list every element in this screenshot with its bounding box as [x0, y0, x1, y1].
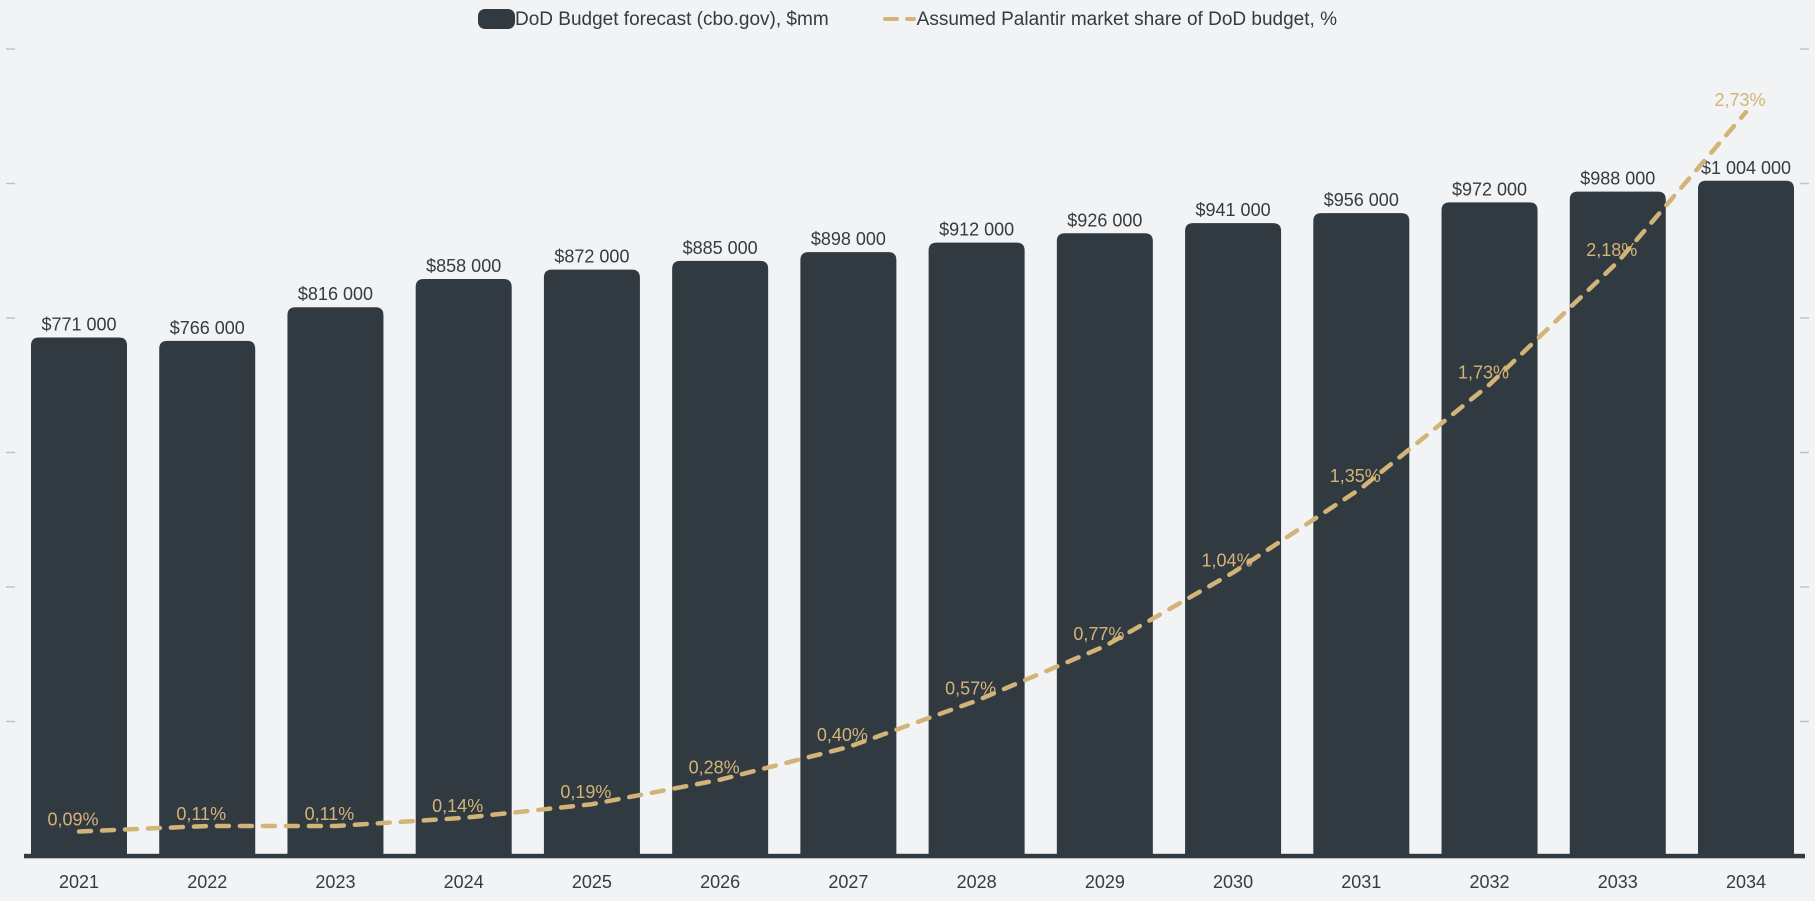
line-value-label: 0,19% [560, 782, 611, 802]
bar-value-label: $912 000 [939, 220, 1014, 240]
bar-value-label: $816 000 [298, 284, 373, 304]
x-axis-label-2023: 2023 [315, 872, 355, 892]
bar-value-label: $926 000 [1067, 210, 1142, 230]
line-value-label: 0,11% [305, 804, 355, 824]
line-value-label: 1,73% [1458, 363, 1509, 383]
x-axis-label-2027: 2027 [828, 872, 868, 892]
chart-legend: DoD Budget forecast (cbo.gov), $mm Assum… [0, 9, 1815, 29]
x-axis-label-2021: 2021 [59, 872, 99, 892]
bar-2023[interactable] [287, 307, 384, 856]
line-value-label: 1,35% [1330, 466, 1381, 486]
bar-value-label: $858 000 [426, 256, 501, 276]
x-axis-label-2025: 2025 [572, 872, 612, 892]
bar-value-label: $1 004 000 [1701, 158, 1791, 178]
y-axis-tick-left [6, 48, 15, 50]
y-axis-tick-left [6, 182, 15, 185]
y-axis-tick-left [6, 317, 15, 319]
bar-value-label: $898 000 [811, 229, 886, 249]
x-axis-label-2031: 2031 [1341, 872, 1381, 892]
y-axis-tick-right [1800, 451, 1809, 454]
y-axis-tick-left [6, 720, 15, 723]
legend-label-line: Assumed Palantir market share of DoD bud… [916, 8, 1337, 30]
x-axis-label-2030: 2030 [1213, 872, 1253, 892]
line-value-label: 0,28% [689, 758, 740, 778]
bar-2032[interactable] [1441, 202, 1538, 856]
line-value-label: 1,04% [1202, 551, 1253, 571]
x-axis-label-2029: 2029 [1085, 872, 1125, 892]
legend-label-bars: DoD Budget forecast (cbo.gov), $mm [515, 8, 829, 30]
x-axis-label-2028: 2028 [957, 872, 997, 892]
bar-2025[interactable] [543, 269, 640, 857]
bar-2033[interactable] [1569, 191, 1666, 856]
bar-2022[interactable] [159, 340, 256, 856]
bar-value-label: $956 000 [1324, 190, 1399, 210]
bar-value-label: $771 000 [41, 315, 116, 335]
bar-2026[interactable] [672, 260, 769, 856]
line-value-label: 0,14% [432, 796, 483, 816]
x-axis-label-2022: 2022 [187, 872, 227, 892]
legend-item-line[interactable]: Assumed Palantir market share of DoD bud… [882, 8, 1337, 30]
x-axis-line [24, 853, 1805, 859]
bar-value-label: $885 000 [683, 238, 758, 258]
y-axis-tick-left [6, 451, 15, 454]
bar-2021[interactable] [31, 337, 127, 856]
dashed-line-swatch-icon [882, 16, 916, 22]
bar-series-swatch-icon [478, 9, 516, 29]
y-axis-tick-right [1800, 48, 1809, 50]
line-value-label: 0,40% [817, 725, 868, 745]
bar-2027[interactable] [800, 252, 897, 857]
line-value-label: 0,77% [1073, 624, 1124, 644]
bar-2028[interactable] [928, 242, 1025, 856]
bar-2024[interactable] [415, 278, 512, 856]
bar-value-label: $766 000 [170, 318, 245, 338]
line-value-label: 2,73% [1714, 90, 1765, 110]
bar-value-label: $972 000 [1452, 179, 1527, 199]
line-value-label: 0,11% [176, 804, 226, 824]
y-axis-tick-left [6, 586, 15, 588]
bar-value-label: $988 000 [1580, 169, 1655, 189]
line-value-label: 0,57% [945, 679, 996, 699]
bar-2031[interactable] [1313, 213, 1410, 857]
bar-2030[interactable] [1185, 223, 1282, 857]
x-axis-label-2033: 2033 [1598, 872, 1638, 892]
x-axis-label-2024: 2024 [444, 872, 484, 892]
x-axis-label-2026: 2026 [700, 872, 740, 892]
bar-value-label: $941 000 [1196, 200, 1271, 220]
line-value-label: 0,09% [47, 809, 98, 829]
y-axis-tick-right [1800, 720, 1809, 723]
x-axis-label-2034: 2034 [1726, 872, 1766, 892]
bar-value-label: $872 000 [554, 247, 629, 267]
y-axis-tick-right [1800, 586, 1809, 588]
market-share-line [76, 109, 1749, 834]
legend-item-bars[interactable]: DoD Budget forecast (cbo.gov), $mm [478, 9, 829, 29]
y-axis-tick-right [1800, 317, 1809, 319]
bar-2029[interactable] [1056, 233, 1153, 856]
line-value-label: 2,18% [1586, 240, 1637, 260]
x-axis-label-2032: 2032 [1470, 872, 1510, 892]
bar-2034[interactable] [1697, 180, 1794, 856]
y-axis-tick-right [1800, 182, 1809, 185]
